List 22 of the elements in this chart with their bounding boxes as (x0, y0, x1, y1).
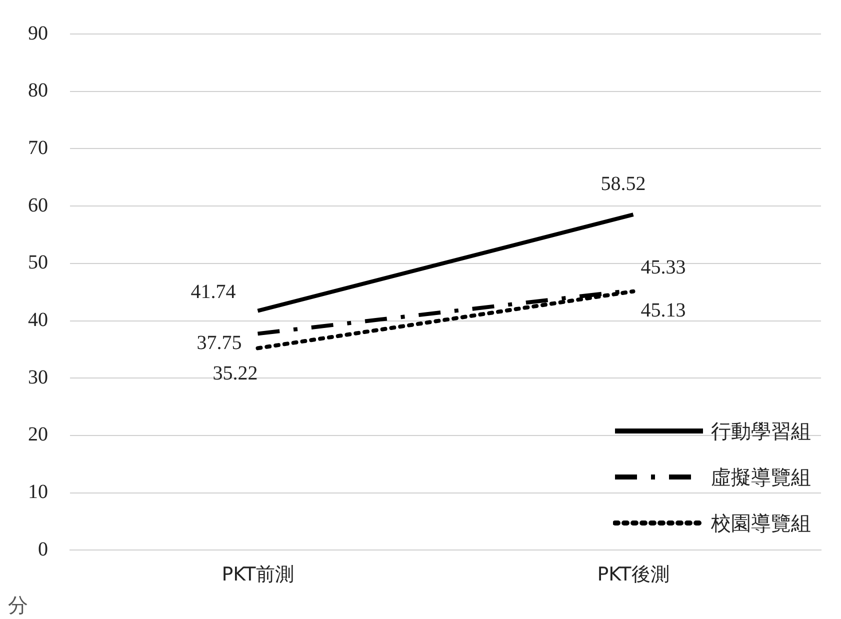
x-tick-label: PKT後測 (597, 564, 670, 586)
y-tick-label: 90 (28, 22, 48, 44)
data-label: 41.74 (190, 281, 236, 304)
y-axis-title: 分 (8, 592, 28, 619)
data-label: 58.52 (600, 172, 646, 195)
x-tick-label: PKT前測 (222, 564, 294, 586)
y-tick-label: 10 (28, 481, 48, 504)
y-tick-label: 0 (38, 538, 48, 560)
legend-label: 行動學習組 (711, 418, 811, 445)
y-tick-label: 40 (28, 309, 48, 332)
y-tick-label: 70 (28, 136, 48, 159)
y-tick-label: 50 (28, 252, 48, 274)
legend-label: 虛擬導覽組 (711, 464, 811, 491)
y-tick-label: 30 (28, 366, 48, 388)
legend-label: 校園導覽組 (711, 510, 811, 537)
y-tick-label: 80 (28, 80, 48, 102)
data-label: 35.22 (212, 362, 258, 384)
data-label: 45.33 (640, 256, 686, 278)
data-label: 45.13 (640, 300, 686, 322)
y-tick-label: 20 (28, 424, 48, 446)
y-tick-label: 60 (28, 194, 48, 216)
data-label: 37.75 (196, 332, 242, 354)
